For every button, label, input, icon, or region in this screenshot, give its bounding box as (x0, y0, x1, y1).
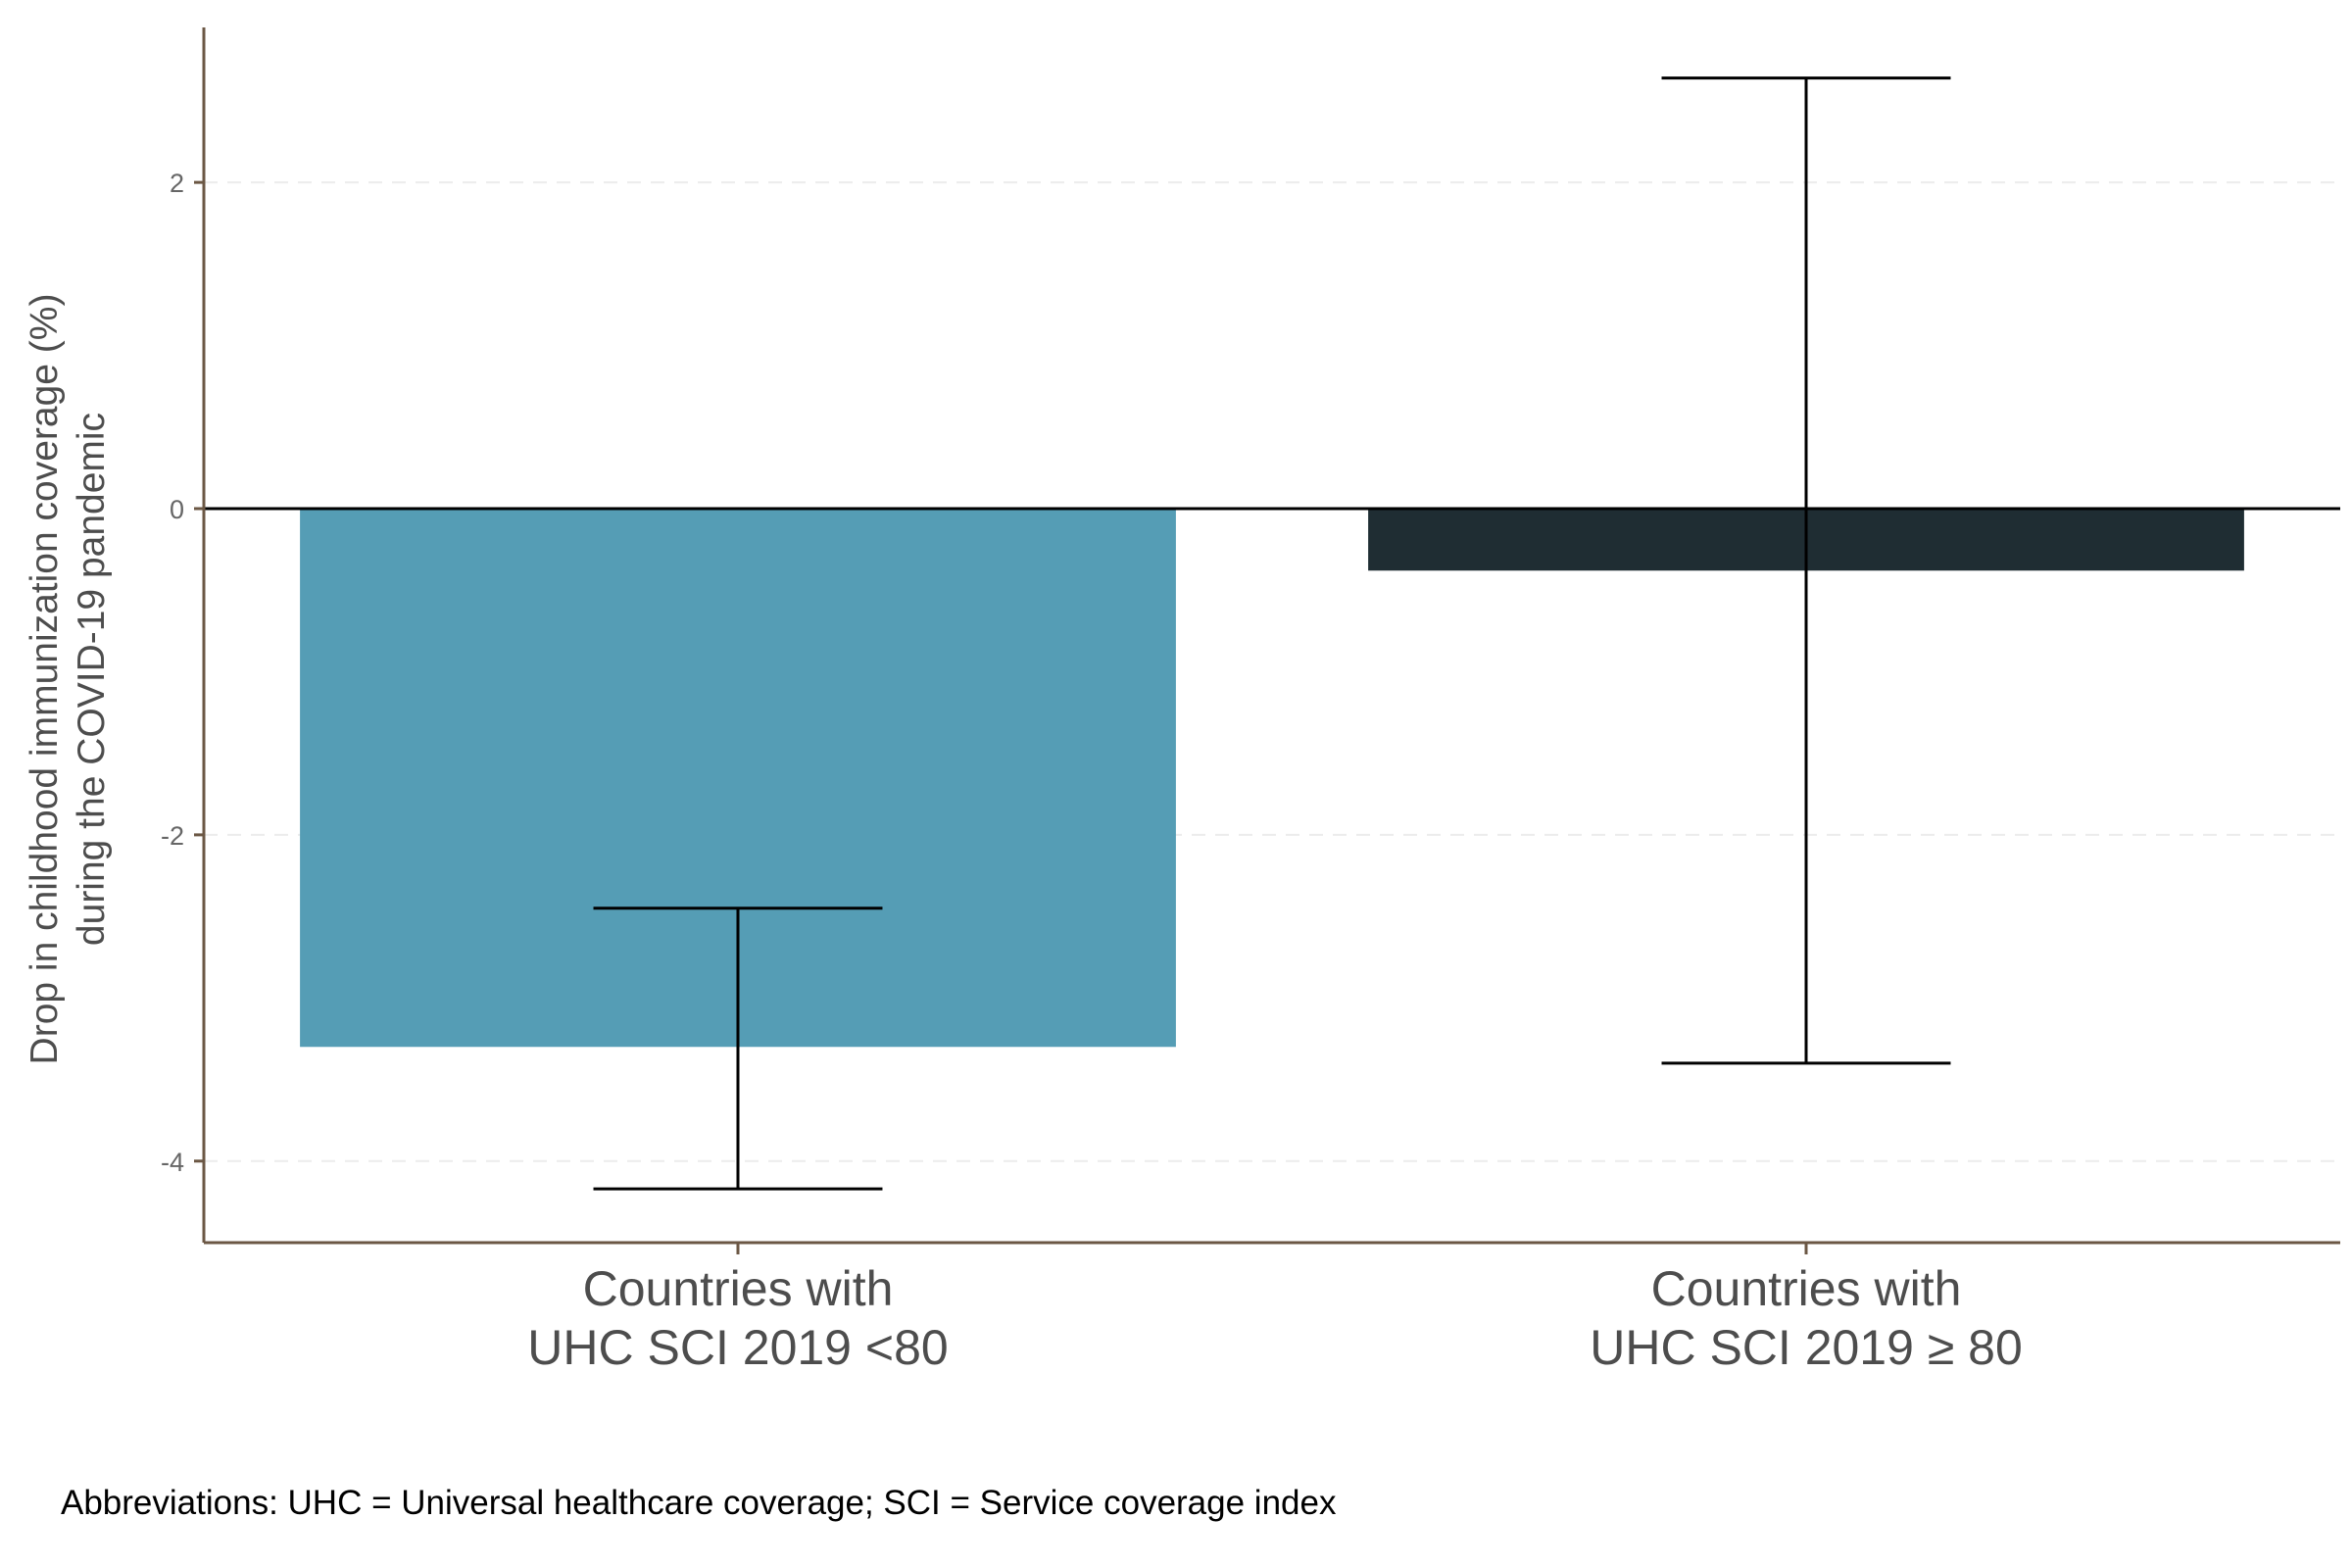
error-bars (593, 76, 1951, 1191)
y-tick-label: 2 (170, 169, 184, 198)
axes (194, 27, 2340, 1254)
error-bar-2 (1661, 76, 1951, 1065)
footnote: Abbreviations: UHC = Universal healthcar… (61, 1484, 1337, 1522)
x-category-label-2: Countries with UHC SCI 2019 ≥ 80 (1590, 1261, 2023, 1375)
x-category-label-1: Countries with UHC SCI 2019 <80 (527, 1261, 948, 1375)
x-category-labels: Countries with UHC SCI 2019 <80 Countries … (527, 1261, 2022, 1375)
y-axis-title: Drop in childhood immunization coverage … (24, 294, 113, 1065)
y-tick-labels: 2 0 -2 -4 (161, 169, 184, 1177)
bars (300, 509, 2244, 1048)
y-tick-label: -4 (161, 1148, 184, 1177)
error-bar-1 (593, 906, 883, 1191)
y-tick-label: -2 (161, 821, 184, 851)
y-tick-label: 0 (170, 495, 184, 524)
